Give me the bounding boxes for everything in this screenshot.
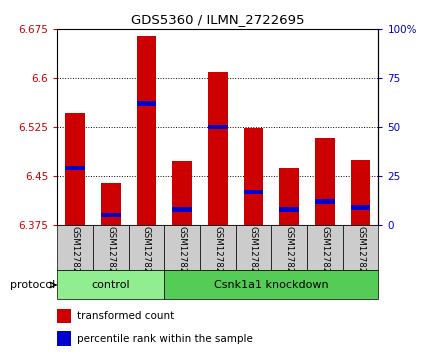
Bar — [101, 213, 121, 217]
Bar — [164, 225, 200, 270]
Bar — [57, 225, 93, 270]
Bar — [172, 161, 192, 225]
Text: Csnk1a1 knockdown: Csnk1a1 knockdown — [214, 280, 329, 290]
Text: GSM1278259: GSM1278259 — [70, 227, 80, 285]
Bar — [315, 138, 335, 225]
Bar — [136, 101, 156, 106]
Bar — [315, 199, 335, 204]
Bar — [343, 225, 378, 270]
Bar — [57, 309, 71, 323]
Bar — [208, 125, 227, 129]
Bar — [236, 225, 271, 270]
Bar — [93, 225, 128, 270]
Bar — [128, 225, 164, 270]
Bar — [172, 207, 192, 212]
Bar — [244, 129, 263, 225]
Text: GSM1278262: GSM1278262 — [178, 227, 187, 285]
Bar — [351, 160, 370, 225]
Bar — [57, 331, 71, 346]
Bar — [279, 207, 299, 212]
Bar — [351, 205, 370, 209]
Bar — [279, 168, 299, 225]
Text: transformed count: transformed count — [77, 311, 174, 321]
Text: GSM1278264: GSM1278264 — [249, 227, 258, 285]
Text: GSM1278260: GSM1278260 — [106, 227, 115, 285]
Bar — [136, 36, 156, 225]
Bar — [244, 189, 263, 194]
Bar — [208, 72, 227, 225]
Bar — [200, 225, 236, 270]
Bar — [65, 166, 85, 170]
Bar — [164, 270, 378, 299]
Title: GDS5360 / ILMN_2722695: GDS5360 / ILMN_2722695 — [131, 13, 304, 26]
Bar — [65, 113, 85, 225]
Bar — [271, 225, 307, 270]
Bar — [57, 270, 164, 299]
Text: control: control — [92, 280, 130, 290]
Bar — [101, 183, 121, 225]
Text: GSM1278263: GSM1278263 — [213, 227, 222, 285]
Text: GSM1278266: GSM1278266 — [320, 227, 330, 285]
Text: GSM1278265: GSM1278265 — [285, 227, 293, 285]
Text: GSM1278267: GSM1278267 — [356, 227, 365, 285]
Text: percentile rank within the sample: percentile rank within the sample — [77, 334, 253, 343]
Text: GSM1278261: GSM1278261 — [142, 227, 151, 285]
Text: protocol: protocol — [10, 280, 55, 290]
Bar — [307, 225, 343, 270]
